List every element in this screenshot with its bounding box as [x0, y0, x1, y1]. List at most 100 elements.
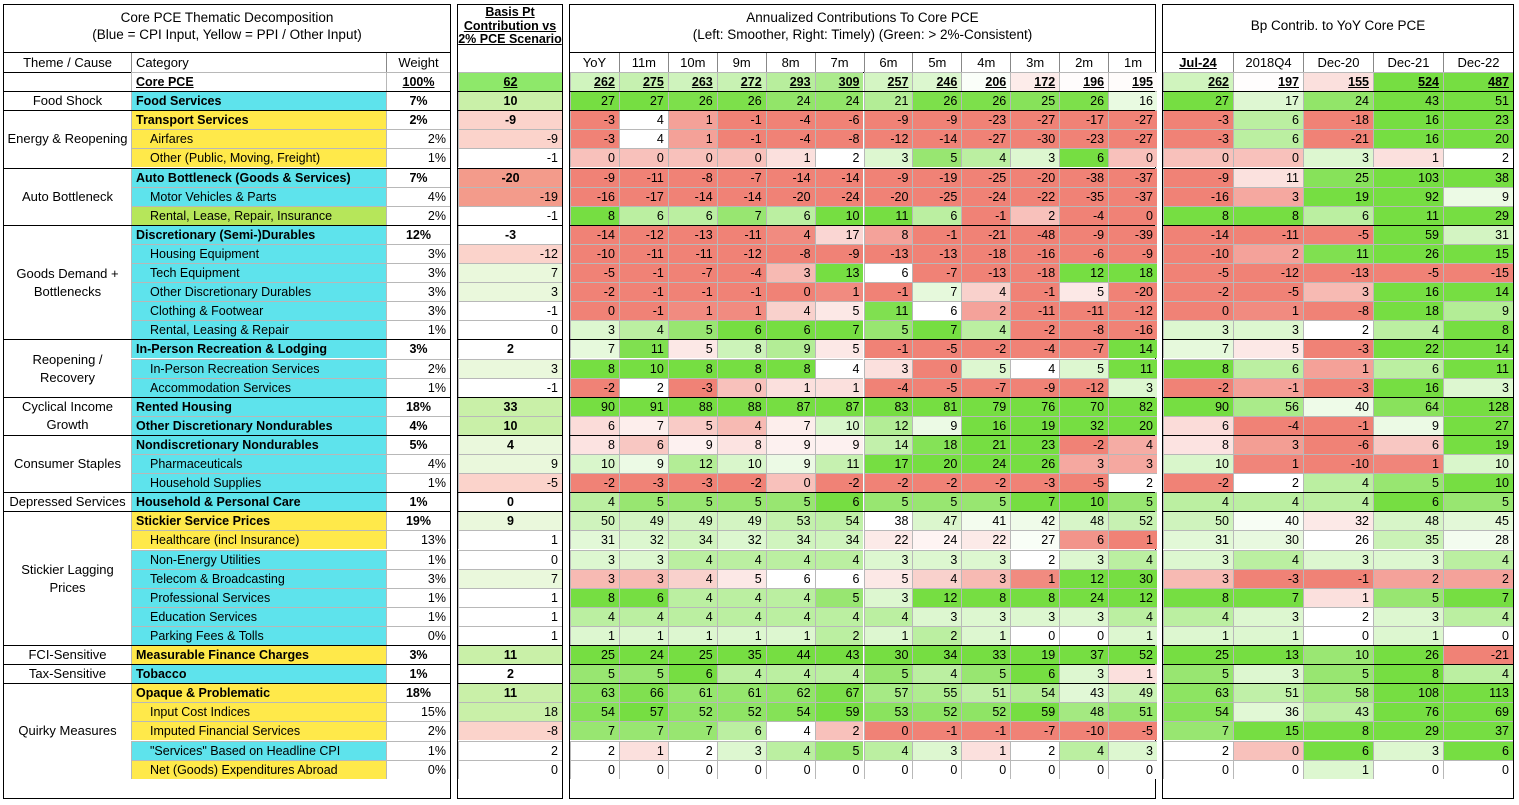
theme-separator — [570, 664, 1155, 666]
annualized-3-4: -4 — [765, 129, 815, 149]
weight-24: 13% — [386, 530, 450, 550]
annualized-15-1: 10 — [618, 358, 668, 378]
annualized-5-1: -11 — [618, 167, 668, 187]
weight-23: 19% — [386, 511, 450, 531]
annualized-34-11: -5 — [1108, 721, 1157, 741]
weight-3: 2% — [386, 129, 450, 149]
annualized-9-2: -11 — [667, 243, 717, 263]
yoy-bp-12-2: -8 — [1303, 301, 1373, 321]
panel3-header: YoY 11m 10m 9m 8m 7m 6m 5m 4m 3m 2m 1m — [570, 52, 1155, 73]
annualized-3-10: -23 — [1059, 129, 1109, 149]
annualized-9-10: -6 — [1059, 243, 1109, 263]
yoy-bp-9-4: 15 — [1443, 243, 1513, 263]
theme-label — [4, 72, 131, 91]
annualized-10-3: -4 — [716, 263, 766, 283]
annualized-30-6: 30 — [863, 645, 913, 665]
bp-contribution-23: 9 — [458, 511, 562, 531]
yoy-bp-36-4: 0 — [1443, 759, 1513, 779]
annualized-6-7: -25 — [912, 186, 962, 206]
yoy-bp-22-1: 4 — [1233, 492, 1303, 512]
yoy-bp-5-2: 25 — [1303, 167, 1373, 187]
annualized-9-6: -13 — [863, 243, 913, 263]
annualized-27-4: 4 — [765, 587, 815, 607]
annualized-13-6: 5 — [863, 320, 913, 340]
theme-separator — [458, 339, 562, 341]
annualized-1-8: 26 — [961, 91, 1011, 111]
yoy-bp-4-2: 3 — [1303, 148, 1373, 168]
theme-separator — [570, 396, 1155, 398]
yoy-bp-29-0: 1 — [1163, 625, 1233, 645]
annualized-31-11: 1 — [1108, 664, 1157, 684]
annualized-33-11: 51 — [1108, 702, 1157, 722]
yoy-bp-16-0: -2 — [1163, 377, 1233, 397]
theme-separator — [4, 91, 450, 93]
theme-label: FCI-Sensitive — [4, 645, 131, 664]
yoy-bp-9-0: -10 — [1163, 243, 1233, 263]
yoy-bp-36-1: 0 — [1233, 759, 1303, 779]
yoy-bp-11-0: -2 — [1163, 282, 1233, 302]
annualized-22-3: 5 — [716, 492, 766, 512]
yoy-bp-10-2: -13 — [1303, 263, 1373, 283]
weight-9: 3% — [386, 243, 450, 263]
annualized-24-2: 34 — [667, 530, 717, 550]
annualized-19-6: 14 — [863, 434, 913, 454]
category-1: Food Services — [131, 91, 386, 111]
yoy-bp-15-4: 11 — [1443, 358, 1513, 378]
bp-contribution-panel: Basis Pt Contribution vs 2% PCE Scenario… — [457, 4, 563, 799]
annualized-24-10: 6 — [1059, 530, 1109, 550]
annualized-25-9: 2 — [1010, 549, 1060, 569]
annualized-18-3: 4 — [716, 415, 766, 435]
yoy-bp-6-1: 3 — [1233, 186, 1303, 206]
annualized-29-4: 1 — [765, 625, 815, 645]
annualized-10-8: -13 — [961, 263, 1011, 283]
panel4-header: Jul-24 2018Q4 Dec-20 Dec-21 Dec-22 — [1163, 52, 1513, 73]
yoy-bp-0-4: 487 — [1443, 72, 1513, 92]
yoy-bp-13-4: 8 — [1443, 320, 1513, 340]
theme-separator — [570, 511, 1155, 513]
yoy-bp-6-2: 19 — [1303, 186, 1373, 206]
annualized-25-1: 3 — [618, 549, 668, 569]
theme-separator — [1163, 339, 1513, 341]
annualized-3-5: -8 — [814, 129, 864, 149]
annualized-27-8: 8 — [961, 587, 1011, 607]
category-17: Rented Housing — [131, 396, 386, 416]
yoy-bp-30-2: 10 — [1303, 645, 1373, 665]
yoy-bp-2-3: 16 — [1373, 110, 1443, 130]
annualized-34-7: -1 — [912, 721, 962, 741]
yoy-bp-27-2: 1 — [1303, 587, 1373, 607]
bp-contribution-32: 11 — [458, 683, 562, 703]
annualized-32-7: 55 — [912, 683, 962, 703]
annualized-13-8: 4 — [961, 320, 1011, 340]
bp-contribution-11: 3 — [458, 282, 562, 302]
annualized-23-10: 48 — [1059, 511, 1109, 531]
header-9m: 9m — [716, 53, 766, 72]
annualized-29-0: 1 — [570, 625, 619, 645]
annualized-1-5: 24 — [814, 91, 864, 111]
annualized-5-9: -20 — [1010, 167, 1060, 187]
yoy-bp-7-3: 11 — [1373, 205, 1443, 225]
category-27: Professional Services — [131, 587, 386, 607]
annualized-11-2: -1 — [667, 282, 717, 302]
header-weight: Weight — [386, 53, 450, 72]
annualized-23-5: 54 — [814, 511, 864, 531]
weight-4: 1% — [386, 148, 450, 168]
annualized-19-4: 9 — [765, 434, 815, 454]
yoy-bp-9-3: 26 — [1373, 243, 1443, 263]
annualized-16-8: -7 — [961, 377, 1011, 397]
yoy-bp-13-3: 4 — [1373, 320, 1443, 340]
annualized-28-2: 4 — [667, 606, 717, 626]
annualized-12-2: 1 — [667, 301, 717, 321]
annualized-29-5: 2 — [814, 625, 864, 645]
weight-19: 5% — [386, 434, 450, 454]
weight-21: 1% — [386, 473, 450, 493]
annualized-9-9: -16 — [1010, 243, 1060, 263]
weight-15: 2% — [386, 358, 450, 378]
annualized-15-2: 8 — [667, 358, 717, 378]
annualized-33-8: 52 — [961, 702, 1011, 722]
header-jul-24: Jul-24 — [1179, 55, 1217, 70]
category-12: Clothing & Footwear — [131, 301, 386, 321]
annualized-1-7: 26 — [912, 91, 962, 111]
yoy-bp-33-0: 54 — [1163, 702, 1233, 722]
annualized-26-2: 4 — [667, 568, 717, 588]
annualized-6-6: -20 — [863, 186, 913, 206]
